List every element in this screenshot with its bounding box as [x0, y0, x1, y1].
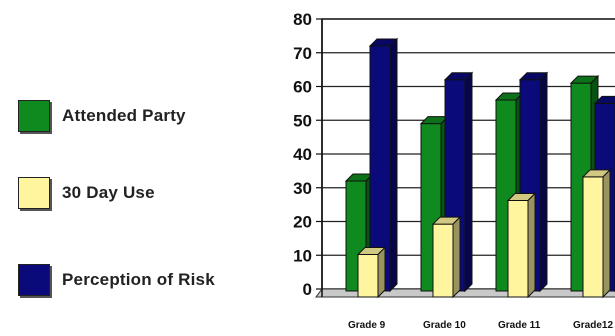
x-tick-label-grade12: Grade12 [573, 320, 613, 331]
bar-grade12-30-day-use [582, 176, 604, 298]
legend-item-perception-of-risk: Perception of Risk [18, 263, 215, 297]
bar-grade-10-30-day-use [432, 223, 454, 298]
legend-item-30-day-use: 30 Day Use [18, 176, 155, 210]
bar-side-grade-9-30-day-use [377, 246, 386, 299]
bar-side-grade-11-perception-of-risk [539, 71, 548, 293]
y-tick-label-0: 0 [303, 280, 312, 299]
legend: Attended Party 30 Day Use Perception of … [0, 0, 260, 336]
y-tick-label-20: 20 [293, 213, 312, 232]
legend-swatch-perception-of-risk [18, 264, 50, 296]
bar-grade-9-30-day-use [357, 254, 379, 298]
x-tick-label-grade-11: Grade 11 [498, 320, 541, 331]
legend-swatch-30-day-use [18, 177, 50, 209]
y-tick-label-50: 50 [293, 111, 312, 130]
bar-side-grade-10-perception-of-risk [464, 71, 473, 293]
y-tick-label-70: 70 [293, 44, 312, 63]
legend-label-attended-party: Attended Party [62, 106, 186, 125]
x-tick-label-grade-9: Grade 9 [348, 320, 386, 331]
legend-label-30-day-use: 30 Day Use [62, 183, 155, 202]
legend-label-perception-of-risk: Perception of Risk [62, 270, 215, 289]
bar-side-grade-10-30-day-use [452, 215, 461, 299]
y-tick-label-30: 30 [293, 179, 312, 198]
bar-top-grade12-perception-of-risk [593, 95, 615, 104]
y-tick-label-80: 80 [293, 10, 312, 29]
bar-grade-11-30-day-use [507, 200, 529, 298]
x-tick-label-grade-10: Grade 10 [423, 320, 466, 331]
bar-side-grade-11-30-day-use [527, 192, 536, 299]
y-tick-label-10: 10 [293, 246, 312, 265]
legend-swatch-attended-party [18, 100, 50, 132]
y-tick-label-40: 40 [293, 145, 312, 164]
bar-side-grade-9-perception-of-risk [389, 37, 398, 293]
bar-side-grade12-30-day-use [602, 168, 611, 299]
legend-item-attended-party: Attended Party [18, 99, 186, 133]
y-tick-label-60: 60 [293, 78, 312, 97]
